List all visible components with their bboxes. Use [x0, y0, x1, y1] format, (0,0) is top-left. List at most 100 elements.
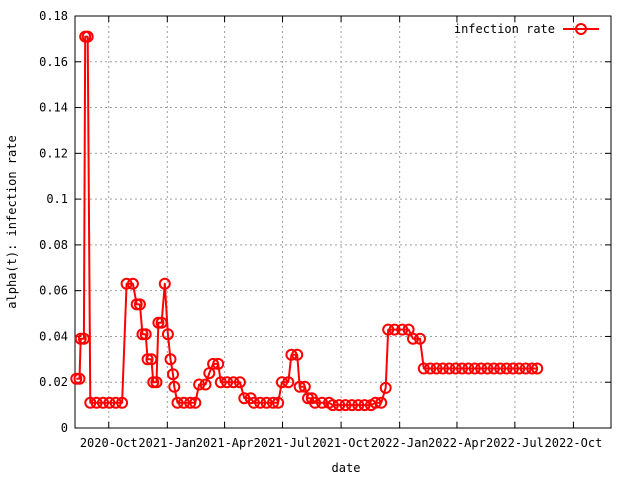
data-point — [519, 362, 532, 375]
data-point — [345, 399, 358, 412]
data-point — [494, 362, 507, 375]
data-point — [487, 362, 500, 375]
data-point — [275, 376, 288, 389]
data-point — [238, 392, 251, 405]
y-tick-label: 0.08 — [39, 238, 68, 252]
data-point — [97, 396, 109, 409]
data-point — [309, 396, 321, 409]
data-point — [81, 30, 94, 43]
data-point — [339, 399, 352, 412]
data-point — [207, 357, 220, 370]
y-tick-label: 0.16 — [39, 55, 68, 69]
x-tick-label: 2022-Apr — [428, 436, 486, 450]
data-point — [141, 353, 154, 366]
data-point — [161, 328, 174, 341]
data-point — [260, 396, 273, 409]
data-point — [407, 332, 419, 345]
data-point — [189, 396, 202, 409]
data-point — [267, 396, 279, 409]
data-point — [171, 396, 184, 409]
data-point — [90, 396, 103, 409]
y-tick-label: 0.1 — [46, 192, 68, 206]
data-point — [227, 376, 240, 389]
data-point — [139, 328, 152, 341]
data-point — [352, 399, 365, 412]
x-tick-label: 2022-Oct — [545, 436, 603, 450]
data-point — [158, 277, 171, 290]
x-tick-label: 2021-Apr — [196, 436, 254, 450]
data-point — [316, 396, 328, 409]
y-axis-ticks: 0 0.02 0.04 0.06 0.08 0.1 0.12 0.14 0.16 0.18 — [39, 9, 611, 435]
data-point — [77, 332, 90, 345]
x-tick-label: 2022-Jul — [486, 436, 544, 450]
data-point — [424, 362, 437, 375]
data-point — [145, 353, 158, 366]
x-tick-label: 2021-Jan — [138, 436, 196, 450]
data-point — [285, 348, 298, 361]
data-point — [155, 316, 168, 329]
data-point — [298, 380, 311, 393]
data-point — [436, 362, 449, 375]
data-point — [388, 323, 401, 336]
x-tick-label: 2021-Jul — [254, 436, 312, 450]
y-tick-label: 0.12 — [39, 146, 68, 160]
grid-lines — [75, 16, 611, 428]
data-point — [481, 362, 494, 375]
data-point — [375, 396, 388, 409]
x-tick-label: 2021-Oct — [312, 436, 370, 450]
data-point — [247, 396, 260, 409]
data-point — [456, 362, 468, 375]
x-tick-label: 2022-Jan — [371, 436, 429, 450]
legend-marker-swatch — [575, 23, 587, 35]
data-point — [526, 362, 539, 375]
data-point — [443, 362, 456, 375]
data-point — [462, 362, 475, 375]
data-point — [500, 362, 513, 375]
data-point — [116, 396, 129, 409]
data-point — [272, 396, 285, 409]
data-point — [475, 362, 488, 375]
data-point — [84, 396, 97, 409]
data-point — [379, 381, 392, 394]
data-point — [233, 376, 246, 389]
data-point — [109, 396, 122, 409]
legend-label: infection rate — [454, 22, 555, 36]
data-point — [282, 376, 295, 389]
x-tick-label: 2020-Oct — [80, 436, 138, 450]
data-point — [212, 357, 225, 370]
data-point — [333, 399, 346, 412]
data-point — [396, 323, 409, 336]
data-point — [291, 348, 304, 361]
data-point — [193, 378, 206, 391]
data-point — [184, 396, 197, 409]
data-point — [103, 396, 116, 409]
plot-frame — [74, 15, 612, 429]
data-point — [73, 372, 86, 385]
x-axis-ticks: 2020-Oct 2021-Jan 2021-Apr 2021-Jul 2021-Oct… — [80, 16, 603, 450]
data-point — [133, 298, 146, 311]
data-point — [531, 362, 544, 375]
legend: infection rate — [454, 22, 599, 36]
data-point — [507, 362, 519, 375]
plot-border — [74, 15, 612, 429]
data-point — [513, 362, 526, 375]
data-point — [199, 378, 212, 391]
data-point — [150, 376, 163, 389]
y-tick-label: 0.02 — [39, 375, 68, 389]
data-point — [293, 380, 306, 393]
x-axis-label: date — [332, 461, 361, 475]
data-point — [414, 332, 426, 345]
data-point — [382, 323, 395, 336]
data-point — [402, 323, 415, 336]
data-point — [177, 396, 190, 409]
data-point — [369, 396, 382, 409]
data-point — [214, 376, 227, 389]
y-tick-label: 0.04 — [39, 329, 68, 343]
data-point — [417, 362, 430, 375]
data-point — [126, 277, 139, 290]
data-point — [430, 362, 443, 375]
data-point — [358, 399, 371, 412]
y-tick-label: 0.18 — [39, 9, 68, 23]
data-point — [468, 362, 481, 375]
